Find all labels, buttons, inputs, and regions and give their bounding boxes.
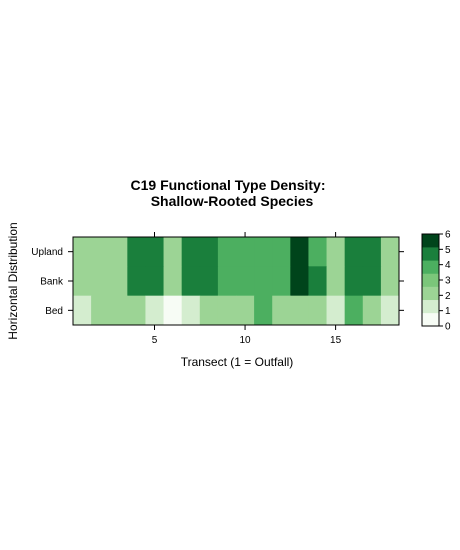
heatmap-cell [163,237,183,267]
heatmap-cell [308,266,327,297]
heatmap-cell [91,295,110,326]
color-key-tick-label: 6 [445,230,451,241]
y-tick-label: Bank [40,277,64,288]
heatmap-cell [181,266,201,297]
color-key-tick-label: 3 [445,276,451,287]
heatmap-cell [380,237,400,267]
y-tick-label: Upland [31,247,63,258]
x-tick-label: 5 [152,335,158,346]
heatmap-cell [217,266,237,297]
y-axis-label: Horizontal Distribution [6,222,20,339]
heatmap-cell [308,237,327,267]
heatmap-cell [217,237,237,267]
heatmap-cell [181,295,201,326]
color-key-swatch [422,234,439,248]
heatmap-cell [272,237,291,267]
heatmap-cell [236,295,255,326]
heatmap-cell [127,266,146,297]
heatmap-cell [308,295,327,326]
color-key-tick-label: 2 [445,291,451,302]
heatmap-cell [127,237,146,267]
color-key-tick-label: 5 [445,245,451,256]
heatmap-cell [109,237,128,267]
heatmap-cell [91,237,110,267]
heatmap-cell [73,237,92,267]
color-key-tick-label: 4 [445,260,451,271]
heatmap-cell [254,266,273,297]
heatmap-cell [254,237,273,267]
color-key-swatch [422,299,439,314]
heatmap-cell [236,266,255,297]
heatmap-cell [145,237,164,267]
heatmap-cell [272,295,291,326]
y-axis: Upland Bank Bed [31,247,404,317]
heatmap-cell [109,266,128,297]
color-key-tick-label: 0 [445,322,451,333]
heatmap-cell [91,266,110,297]
chart-title-line-2: Shallow-Rooted Species [151,193,314,209]
heatmap-cell [326,237,346,267]
color-key-swatch [422,286,439,301]
heatmap-cell [73,266,92,297]
heatmap-cell [290,237,309,267]
y-tick-label: Bed [45,306,63,317]
x-axis: 5 10 15 [152,232,342,346]
heatmap-cell [344,295,364,326]
heatmap-cell [326,266,346,297]
heatmap-cell [326,295,346,326]
color-key-swatch [422,260,439,274]
heatmap-cells [73,237,400,326]
heatmap-cell [272,266,291,297]
heatmap-cell [199,295,219,326]
heatmap-cell [181,237,201,267]
heatmap-cell [380,266,400,297]
heatmap-cell [380,295,400,326]
heatmap-cell [344,237,364,267]
color-key-tick-label: 1 [445,306,451,317]
x-tick-label: 10 [239,335,251,346]
heatmap-cell [290,295,309,326]
color-key-legend: 0 1 2 3 4 5 6 [421,230,451,333]
heatmap-cell [127,295,146,326]
color-key-swatch [422,273,439,287]
heatmap-cell [362,295,382,326]
heatmap-cell [362,237,382,267]
heatmap-cell [362,266,382,297]
heatmap-cell [236,237,255,267]
chart-title-line-1: C19 Functional Type Density: [131,177,326,193]
heatmap-cell [163,266,183,297]
heatmap-cell [163,295,183,326]
heatmap-cell [217,295,237,326]
heatmap-cell [145,266,164,297]
x-axis-label: Transect (1 = Outfall) [181,355,294,369]
heatmap-cell [73,295,92,326]
heatmap-cell [199,266,219,297]
heatmap-cell [254,295,273,326]
x-tick-label: 15 [330,335,342,346]
color-key-swatch [422,312,439,327]
heatmap-cell [109,295,128,326]
color-key-swatch [422,247,439,261]
heatmap-cell [199,237,219,267]
heatmap-cell [145,295,164,326]
heatmap-cell [290,266,309,297]
heatmap-cell [344,266,364,297]
